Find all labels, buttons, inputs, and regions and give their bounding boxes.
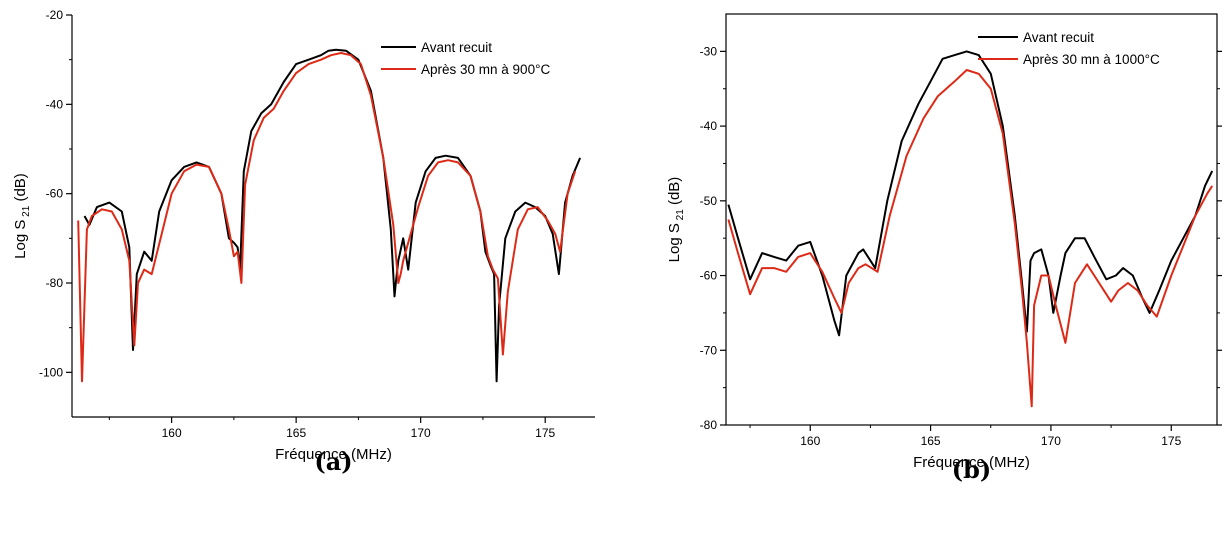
chart-0-y-axis-title-subscript: 21 (21, 205, 32, 219)
chart-0-y-axis-title-unit: (dB) (12, 173, 29, 206)
chart-0-x-tick-label-1: 165 (286, 426, 306, 440)
chart-0-y-tick-label-1: -80 (46, 276, 64, 290)
chart-0-y-axis-title: Log S 21 (dB) (12, 173, 32, 259)
chart-0-x-tick-label-3: 175 (535, 426, 555, 440)
chart-0-panel-label: (a) (314, 447, 352, 476)
chart-1-legend-label-0: Avant recuit (1023, 30, 1094, 45)
chart-1-legend-label-1: Après 30 mn à 1000°C (1023, 52, 1160, 67)
chart-1-y-axis-title-subscript: 21 (675, 209, 686, 223)
chart-1-x-tick-label-1: 165 (921, 434, 941, 448)
chart-0-x-tick-label-0: 160 (162, 426, 182, 440)
chart-0-y-tick-label-3: -40 (46, 97, 64, 111)
chart-1-y-axis-title-unit: (dB) (666, 177, 683, 210)
chart-0-legend-label-0: Avant recuit (421, 40, 492, 55)
chart-1-y-tick-label-5: -30 (700, 44, 718, 58)
chart-1-y-tick-label-4: -40 (700, 119, 718, 133)
chart-0-series-line-0 (85, 50, 581, 382)
chart-1-y-tick-label-2: -60 (700, 269, 718, 283)
chart-0-legend-label-1: Après 30 mn à 900°C (421, 62, 550, 77)
chart-1-y-tick-label-0: -80 (700, 418, 718, 432)
chart-1-x-tick-label-0: 160 (800, 434, 820, 448)
chart-1-x-tick-label-3: 175 (1161, 434, 1181, 448)
chart-1-y-axis-title-main: Log S (666, 223, 683, 262)
chart-panel-b: 160 165 170 175 -80 -70 -60 -50 -40 -30 Avant recu… (666, 14, 1222, 484)
chart-0-y-tick-label-0: -100 (39, 365, 63, 379)
chart-0-x-tick-label-2: 170 (411, 426, 431, 440)
chart-1-y-tick-label-3: -50 (700, 194, 718, 208)
chart-0-y-tick-label-2: -60 (46, 187, 64, 201)
chart-1-series-line-1 (728, 70, 1212, 406)
chart-1-y-tick-label-1: -70 (700, 343, 718, 357)
chart-1-plot-frame (726, 14, 1217, 425)
chart-1-x-tick-label-2: 170 (1041, 434, 1061, 448)
chart-1-panel-label: (b) (952, 455, 992, 484)
chart-0-y-tick-label-4: -20 (46, 8, 64, 22)
chart-0-series-line-1 (78, 53, 575, 381)
chart-1-y-axis-title: Log S 21 (dB) (666, 177, 686, 263)
chart-0-y-axis-title-main: Log S (12, 220, 29, 259)
chart-panel-a: 160 165 170 175 -100 -80 -60 -40 -20 Avant recuit… (12, 8, 595, 476)
